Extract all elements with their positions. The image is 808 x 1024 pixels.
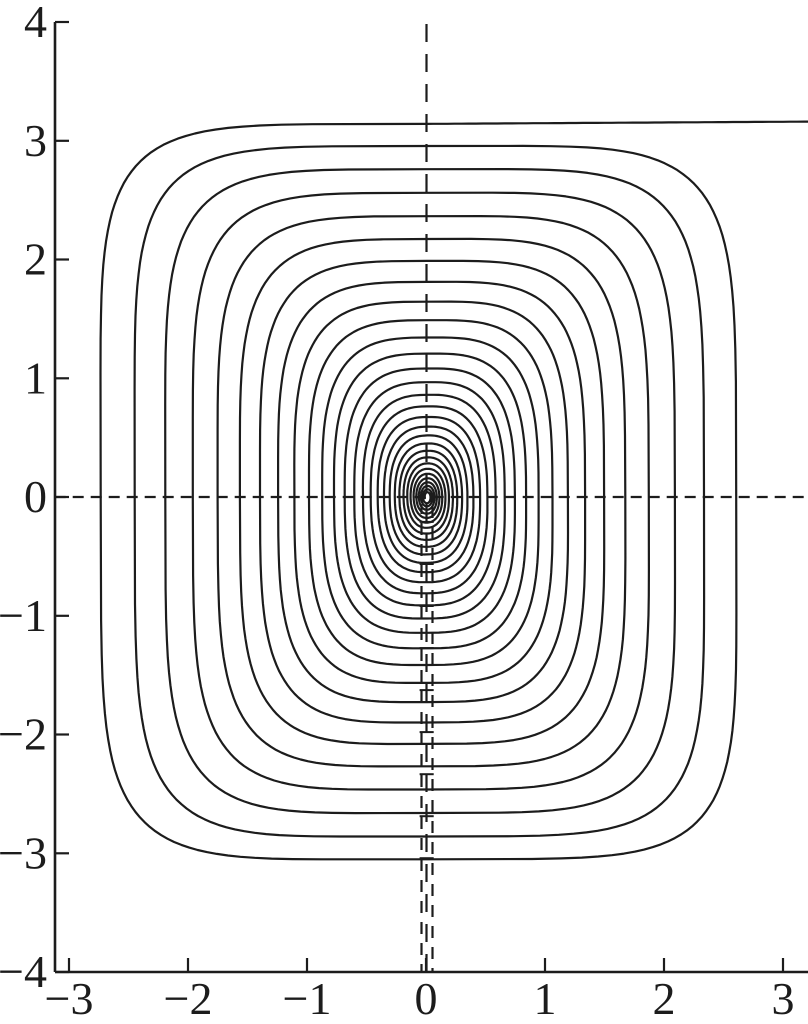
y-tick-label: 3 (24, 115, 47, 166)
y-tick-label: −1 (0, 590, 47, 641)
x-tick-label: −1 (283, 973, 332, 1024)
x-tick-label: −3 (45, 973, 94, 1024)
x-tick-label: 3 (772, 973, 795, 1024)
y-tick-label: 4 (24, 0, 47, 47)
y-tick-label: −3 (0, 827, 47, 878)
x-tick-label: 1 (534, 973, 557, 1024)
y-tick-label: −2 (0, 709, 47, 760)
x-tick-label: 2 (653, 973, 676, 1024)
y-tick-label: 2 (24, 234, 47, 285)
x-tick-label: −2 (164, 973, 213, 1024)
x-tick-label: 0 (415, 973, 438, 1024)
spiral-trajectory (99, 120, 808, 861)
y-tick-label: 0 (24, 471, 47, 522)
y-tick-label: −4 (0, 946, 47, 997)
y-tick-label: 1 (24, 352, 47, 403)
